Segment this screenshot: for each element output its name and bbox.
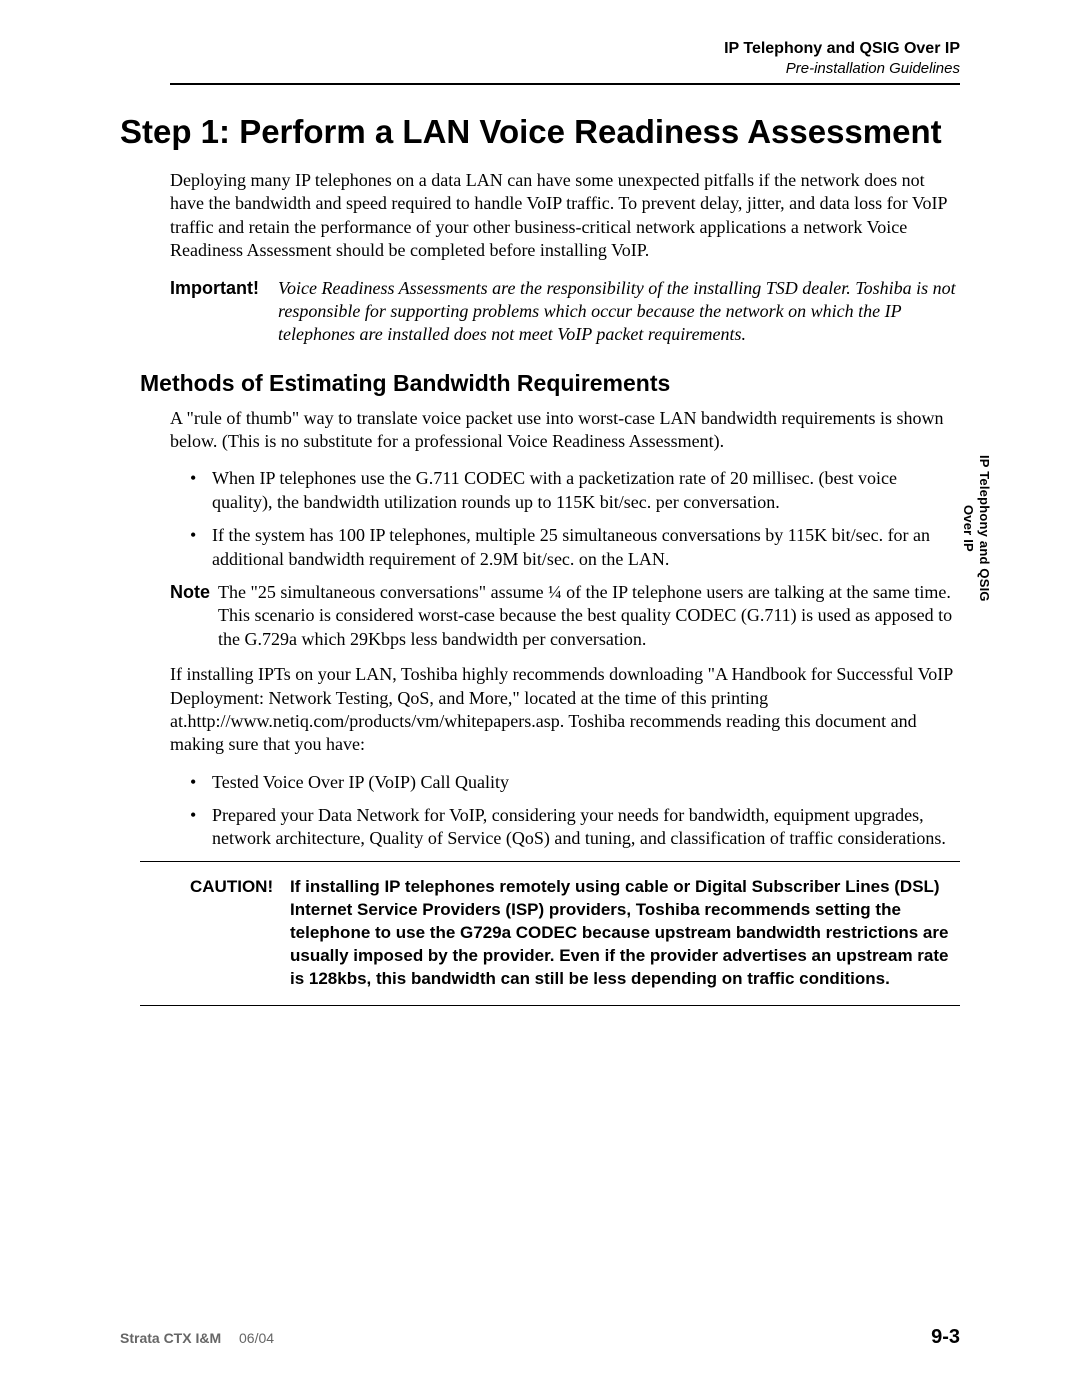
- sub-intro: A "rule of thumb" way to translate voice…: [170, 407, 960, 454]
- subheading: Methods of Estimating Bandwidth Requirem…: [140, 370, 960, 397]
- paragraph-2: If installing IPTs on your LAN, Toshiba …: [170, 663, 960, 757]
- list-item: Prepared your Data Network for VoIP, con…: [190, 804, 960, 851]
- page-header: IP Telephony and QSIG Over IP Pre-instal…: [120, 40, 960, 77]
- side-tab: IP Telephony and QSIGOver IP: [960, 455, 993, 602]
- caution-label: CAUTION!: [190, 876, 290, 991]
- bullet-list-2: Tested Voice Over IP (VoIP) Call Quality…: [190, 771, 960, 851]
- important-text: Voice Readiness Assessments are the resp…: [270, 277, 960, 346]
- list-item: When IP telephones use the G.711 CODEC w…: [190, 467, 960, 514]
- list-item: If the system has 100 IP telephones, mul…: [190, 524, 960, 571]
- caution-text: If installing IP telephones remotely usi…: [290, 876, 960, 991]
- note-label: Note: [170, 581, 218, 651]
- caution-rule-bottom: [140, 1005, 960, 1006]
- important-note: Important! Voice Readiness Assessments a…: [170, 277, 960, 346]
- note-text: The "25 simultaneous conversations" assu…: [218, 581, 960, 651]
- header-title: IP Telephony and QSIG Over IP: [120, 40, 960, 58]
- header-subtitle: Pre-installation Guidelines: [120, 60, 960, 77]
- caution-block: CAUTION! If installing IP telephones rem…: [190, 868, 960, 999]
- footer-doc: Strata CTX I&M: [120, 1330, 221, 1346]
- footer-left: Strata CTX I&M 06/04: [120, 1330, 274, 1346]
- header-rule: [170, 83, 960, 85]
- caution-wrap: CAUTION! If installing IP telephones rem…: [140, 861, 960, 1006]
- bullet-list-1: When IP telephones use the G.711 CODEC w…: [190, 467, 960, 571]
- footer-page: 9-3: [931, 1326, 960, 1349]
- caution-rule-top: [140, 861, 960, 862]
- footer-date: 06/04: [239, 1330, 274, 1346]
- important-label: Important!: [170, 277, 270, 346]
- intro-paragraph: Deploying many IP telephones on a data L…: [170, 169, 960, 263]
- list-item: Tested Voice Over IP (VoIP) Call Quality: [190, 771, 960, 794]
- step-heading: Step 1: Perform a LAN Voice Readiness As…: [120, 113, 960, 151]
- note-block: Note The "25 simultaneous conversations"…: [170, 581, 960, 651]
- page-footer: Strata CTX I&M 06/04 9-3: [120, 1326, 960, 1349]
